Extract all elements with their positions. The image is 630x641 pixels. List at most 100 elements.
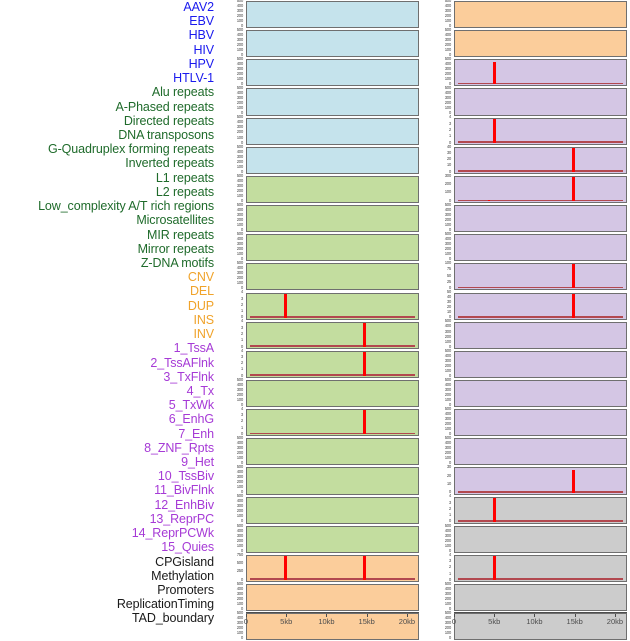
x-tick-mark [406, 614, 408, 617]
panel-plot-area [454, 525, 627, 553]
y-tick-label: 300 [236, 590, 244, 596]
panel-plot-area [246, 30, 419, 58]
y-tick-label: 500 [236, 26, 244, 32]
y-tick-label: 300 [236, 503, 244, 509]
y-tick-label: 0 [240, 401, 243, 407]
y-tick-label: 100 [236, 221, 244, 227]
x-tick-label: 20kb [606, 617, 624, 626]
x-axis: 0 5kb 10kb 15kb 20kb [244, 612, 419, 630]
y-tick-label: 300 [236, 241, 244, 247]
y-tick-label: 3 [240, 324, 243, 330]
y-tick-label: 0 [448, 256, 451, 262]
plot-panel: 0 100 200 300 400 500 [224, 377, 419, 408]
panel-plot-area [246, 59, 419, 87]
y-tick-label: 0 [448, 81, 451, 87]
plot-panel: 0 100 200 300 400 500 [432, 201, 627, 233]
y-tick-label: 400 [236, 381, 244, 387]
panel-plot-area [246, 234, 419, 262]
y-tick-label: 500 [444, 231, 452, 236]
y-axis: 0 100 200 300 400 500 [224, 0, 244, 29]
row-label: 9_Het [181, 455, 214, 470]
panel-plot-area [454, 321, 627, 349]
y-axis: 0 100 200 300 400 500 [432, 319, 452, 350]
y-axis: 0 100 200 300 400 500 [224, 464, 244, 495]
y-tick-label: 500 [236, 580, 244, 586]
y-tick-label: 30 [446, 149, 452, 155]
row-label: A-Phased repeats [115, 99, 215, 114]
y-tick-label: 200 [236, 42, 244, 48]
y-tick-label: 750 [236, 551, 244, 557]
y-tick-label: 0 [240, 226, 243, 232]
y-tick-label: 300 [444, 211, 452, 217]
y-tick-label: 4 [448, 114, 451, 120]
y-tick-label: 1 [448, 512, 451, 518]
y-tick-label: 500 [236, 493, 244, 499]
y-axis: 0 100 200 300 400 500 [432, 610, 452, 641]
y-tick-label: 500 [444, 201, 452, 207]
plot-panel: 0 100 200 300 400 500 [432, 377, 627, 408]
y-tick-label: 100 [444, 17, 452, 23]
y-tick-label: 400 [236, 265, 244, 271]
data-spike [363, 410, 367, 435]
y-tick-label: 2 [448, 505, 451, 511]
row-label: DNA transposons [118, 127, 214, 142]
panel-plot-area [246, 379, 419, 408]
panel-plot-area [454, 30, 627, 58]
plot-panel: 0 10 20 30 [432, 464, 627, 495]
plot-panel: 0 100 200 300 400 500 [224, 202, 419, 233]
row-label: TAD_boundary [132, 611, 214, 626]
row-label: 4_Tx [186, 383, 214, 398]
y-tick-label: 200 [236, 391, 244, 397]
plot-panel: 0 100 200 300 400 500 [432, 319, 627, 350]
y-tick-label: 500 [236, 0, 244, 3]
plot-panel: 0 100 200 300 400 500 [432, 348, 627, 379]
y-tick-label: 100 [444, 251, 452, 257]
y-tick-label: 500 [236, 143, 244, 149]
y-tick-label: 300 [236, 66, 244, 72]
y-tick-label: 2 [448, 126, 451, 132]
y-tick-label: 300 [444, 241, 452, 247]
y-tick-label: 100 [236, 280, 244, 286]
y-axis: 0 100 200 300 400 500 [432, 523, 452, 554]
y-tick-label: 100 [236, 630, 244, 636]
row-label: DUP [187, 298, 214, 313]
plot-panel: 0 10 20 30 40 [432, 144, 627, 175]
y-axis: 0 10 20 30 40 50 [432, 290, 452, 321]
row-label: AAV2 [183, 0, 214, 14]
panel-plot-area [246, 350, 419, 378]
y-axis: 0 100 200 300 400 500 [224, 56, 244, 87]
y-tick-label: 200 [236, 158, 244, 164]
plot-panel: 0 100 200 300 400 500 [224, 26, 419, 58]
y-axis: 0 100 200 300 400 500 [224, 523, 244, 554]
y-tick-label: 400 [236, 177, 244, 183]
y-axis: 0 250 500 750 [224, 551, 244, 583]
y-tick-label: 0 [240, 576, 243, 582]
y-tick-label: 500 [236, 435, 244, 441]
plot-panel: 0 100 200 300 400 500 [224, 143, 419, 175]
y-tick-label: 500 [236, 56, 244, 62]
data-spike [571, 147, 575, 172]
y-tick-label: 75 [446, 266, 452, 272]
y-tick-label: 500 [236, 464, 244, 470]
y-tick-label: 500 [444, 0, 452, 3]
y-tick-label: 0 [448, 460, 451, 466]
row-label: Alu repeats [151, 85, 214, 100]
panel-plot-area [454, 496, 627, 524]
y-tick-label: 10 [446, 162, 452, 168]
y-tick-label: 0 [448, 197, 451, 203]
panel-plot-area [246, 438, 419, 466]
y-tick-label: 100 [236, 47, 244, 53]
y-tick-label: 4 [448, 551, 451, 557]
y-tick-label: 100 [444, 426, 452, 431]
row-label: DEL [189, 284, 214, 299]
row-label: G-Quadruplex forming repeats [47, 142, 214, 157]
row-label: CPGisland [155, 554, 214, 569]
y-tick-label: 300 [444, 7, 452, 13]
x-tick-mark [494, 614, 496, 617]
row-label: Inverted repeats [125, 156, 214, 171]
y-tick-label: 200 [444, 420, 452, 426]
y-tick-label: 0 [448, 314, 451, 320]
